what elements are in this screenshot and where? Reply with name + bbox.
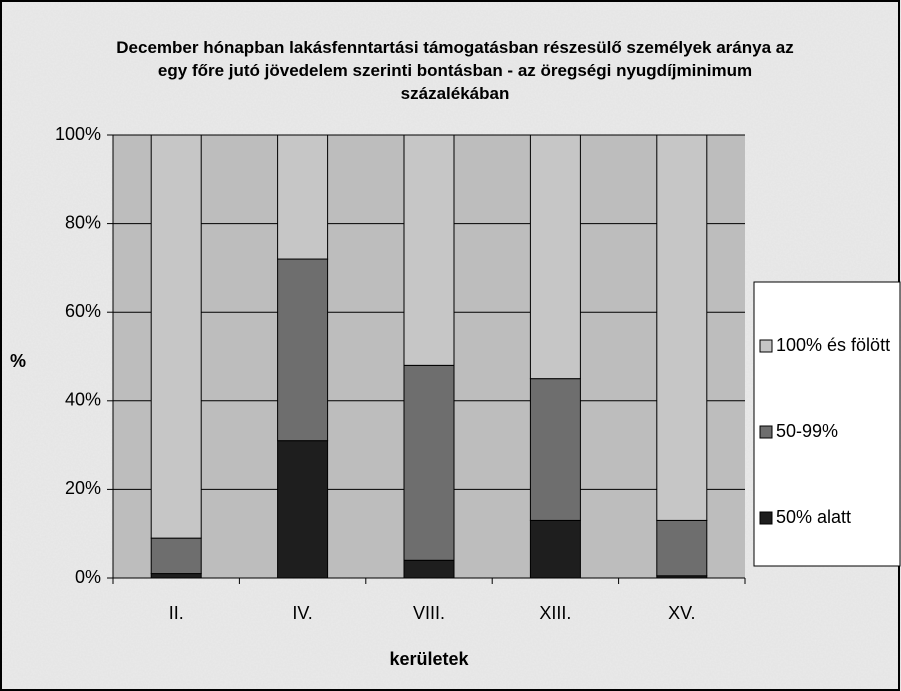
x-tick-label: II. — [169, 603, 184, 623]
bar-segment — [277, 258, 329, 442]
bar-segment — [403, 364, 455, 561]
x-tick-label: XV. — [668, 603, 695, 623]
bar-segment — [656, 134, 708, 521]
bar-segment — [150, 134, 202, 539]
bar-segment — [150, 573, 202, 579]
bar-segment — [529, 134, 581, 380]
chart-title: December hónapban lakásfenntartási támog… — [116, 38, 794, 103]
y-tick-label: 40% — [65, 390, 101, 410]
bar-segment — [403, 559, 455, 579]
legend-label: 50% alatt — [776, 507, 851, 527]
x-tick-label: IV. — [292, 603, 312, 623]
y-tick-label: 60% — [65, 301, 101, 321]
legend-swatch — [759, 339, 773, 353]
bar-segment — [150, 537, 202, 575]
bar-segment — [656, 519, 708, 577]
y-tick-label: 20% — [65, 478, 101, 498]
y-tick-label: 0% — [75, 567, 101, 587]
legend-swatch — [759, 425, 773, 439]
y-axis-label: % — [10, 351, 26, 371]
bar-segment — [529, 378, 581, 521]
bar-segment — [277, 440, 329, 579]
x-tick-label: VIII. — [413, 603, 445, 623]
x-tick-label: XIII. — [539, 603, 571, 623]
bar-segment — [403, 134, 455, 366]
x-axis-label: kerületek — [389, 649, 469, 669]
legend-label: 100% és fölött — [776, 335, 890, 355]
legend-label: 50-99% — [776, 421, 838, 441]
y-tick-label: 80% — [65, 212, 101, 232]
legend-swatch — [759, 511, 773, 525]
legend-box — [753, 281, 901, 567]
y-tick-label: 100% — [55, 124, 101, 144]
bar-segment — [529, 519, 581, 579]
bar-segment — [277, 134, 329, 260]
